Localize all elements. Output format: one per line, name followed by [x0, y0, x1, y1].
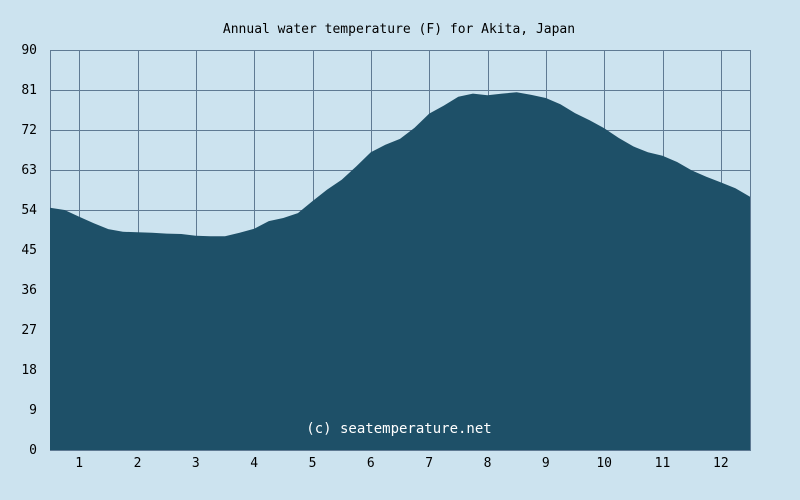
y-tick-label: 45	[21, 243, 37, 258]
y-tick-label: 18	[21, 363, 37, 378]
x-tick-label: 3	[192, 456, 200, 471]
x-tick-label: 12	[713, 456, 729, 471]
y-tick-label: 0	[29, 443, 37, 458]
x-axis: 1 2 3 4 5 6 7 8 9 10 11 12	[75, 456, 728, 471]
y-tick-label: 27	[21, 323, 37, 338]
credit-label: (c) seatemperature.net	[306, 421, 491, 437]
y-tick-label: 9	[29, 403, 37, 418]
chart-title: Annual water temperature (F) for Akita, …	[223, 22, 575, 37]
y-axis: 0 9 18 27 36 45 54 63 72 81 90	[21, 43, 37, 458]
x-tick-label: 5	[309, 456, 317, 471]
temperature-area	[50, 92, 750, 450]
x-tick-label: 10	[596, 456, 612, 471]
x-tick-label: 9	[542, 456, 550, 471]
x-tick-label: 1	[75, 456, 83, 471]
x-tick-label: 6	[367, 456, 375, 471]
y-tick-label: 36	[21, 283, 37, 298]
y-tick-label: 90	[21, 43, 37, 58]
y-tick-label: 63	[21, 163, 37, 178]
y-tick-label: 81	[21, 83, 37, 98]
x-tick-label: 4	[250, 456, 258, 471]
x-tick-label: 7	[425, 456, 433, 471]
y-tick-label: 72	[21, 123, 37, 138]
x-tick-label: 2	[134, 456, 142, 471]
x-tick-label: 11	[655, 456, 671, 471]
area-layer	[50, 92, 750, 450]
x-tick-label: 8	[484, 456, 492, 471]
y-tick-label: 54	[21, 203, 37, 218]
